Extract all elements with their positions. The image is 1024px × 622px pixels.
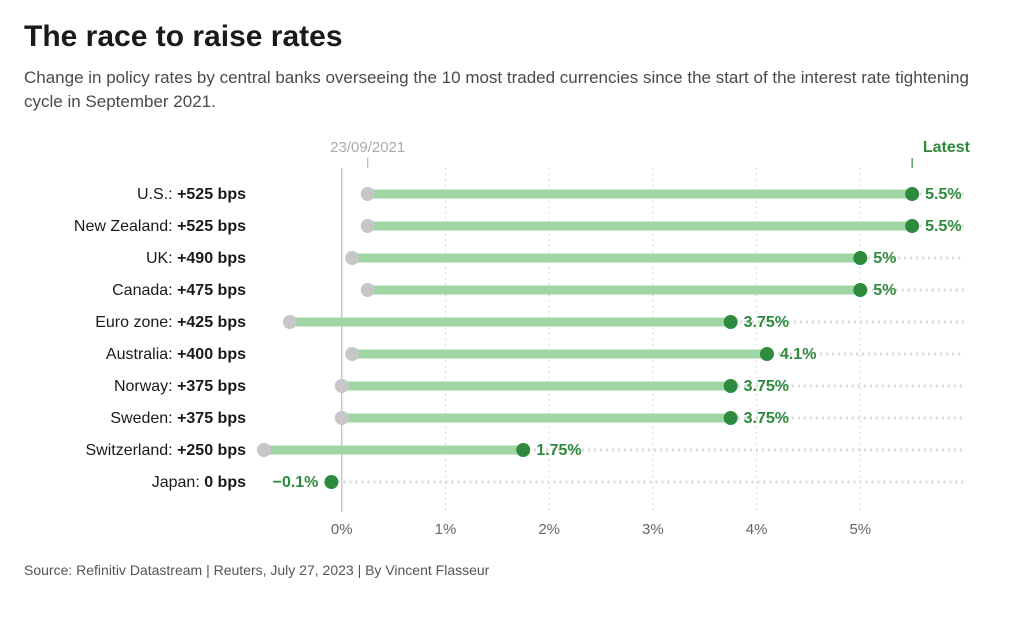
row-label: Sweden: +375 bps bbox=[110, 410, 246, 427]
latest-value-label: 1.75% bbox=[536, 442, 581, 459]
latest-dot bbox=[516, 443, 530, 457]
start-dot bbox=[335, 379, 349, 393]
start-dot bbox=[361, 187, 375, 201]
chart-area: 0% 1% 2% 3% 4% 5% 23/09/2021 Latest U.S.: +525 b… bbox=[24, 132, 994, 552]
start-dot bbox=[335, 411, 349, 425]
chart-source: Source: Refinitiv Datastream | Reuters, … bbox=[24, 562, 1000, 578]
start-dot bbox=[345, 251, 359, 265]
latest-value-label: −0.1% bbox=[273, 474, 319, 491]
x-tick-label: 5% bbox=[849, 521, 871, 538]
row-label: Norway: +375 bps bbox=[114, 378, 246, 395]
latest-value-label: 3.75% bbox=[744, 410, 789, 427]
latest-dot bbox=[724, 379, 738, 393]
latest-value-label: 3.75% bbox=[744, 378, 789, 395]
row-label: New Zealand: +525 bps bbox=[74, 218, 246, 235]
latest-value-label: 5% bbox=[873, 282, 896, 299]
latest-value-label: 5.5% bbox=[925, 218, 961, 235]
latest-value-label: 3.75% bbox=[744, 314, 789, 331]
start-dot bbox=[361, 219, 375, 233]
latest-dot bbox=[853, 251, 867, 265]
x-tick-label: 3% bbox=[642, 521, 664, 538]
row-label: U.S.: +525 bps bbox=[137, 186, 246, 203]
row-label: Australia: +400 bps bbox=[106, 346, 246, 363]
row-label: Japan: 0 bps bbox=[152, 474, 246, 491]
latest-value-label: 5% bbox=[873, 250, 896, 267]
start-dot bbox=[361, 283, 375, 297]
row-label: Switzerland: +250 bps bbox=[85, 442, 246, 459]
latest-value-label: 5.5% bbox=[925, 186, 961, 203]
latest-dot bbox=[853, 283, 867, 297]
latest-dot bbox=[905, 219, 919, 233]
start-dot bbox=[283, 315, 297, 329]
latest-value-label: 4.1% bbox=[780, 346, 816, 363]
chart-title: The race to raise rates bbox=[24, 20, 1000, 54]
start-date-header: 23/09/2021 bbox=[330, 139, 405, 156]
x-tick-label: 1% bbox=[435, 521, 457, 538]
row-label: Canada: +475 bps bbox=[112, 282, 246, 299]
latest-dot bbox=[324, 475, 338, 489]
latest-dot bbox=[760, 347, 774, 361]
start-dot bbox=[345, 347, 359, 361]
latest-dot bbox=[724, 315, 738, 329]
latest-dot bbox=[724, 411, 738, 425]
start-dot bbox=[257, 443, 271, 457]
row-label: Euro zone: +425 bps bbox=[95, 314, 246, 331]
chart-subtitle: Change in policy rates by central banks … bbox=[24, 66, 984, 114]
latest-dot bbox=[905, 187, 919, 201]
x-tick-label: 4% bbox=[746, 521, 768, 538]
x-tick-label: 2% bbox=[538, 521, 560, 538]
x-tick-label: 0% bbox=[331, 521, 353, 538]
rates-chart-svg: 0% 1% 2% 3% 4% 5% 23/09/2021 Latest U.S.: +525 b… bbox=[24, 132, 994, 552]
row-label: UK: +490 bps bbox=[146, 250, 246, 267]
latest-header: Latest bbox=[923, 139, 971, 156]
